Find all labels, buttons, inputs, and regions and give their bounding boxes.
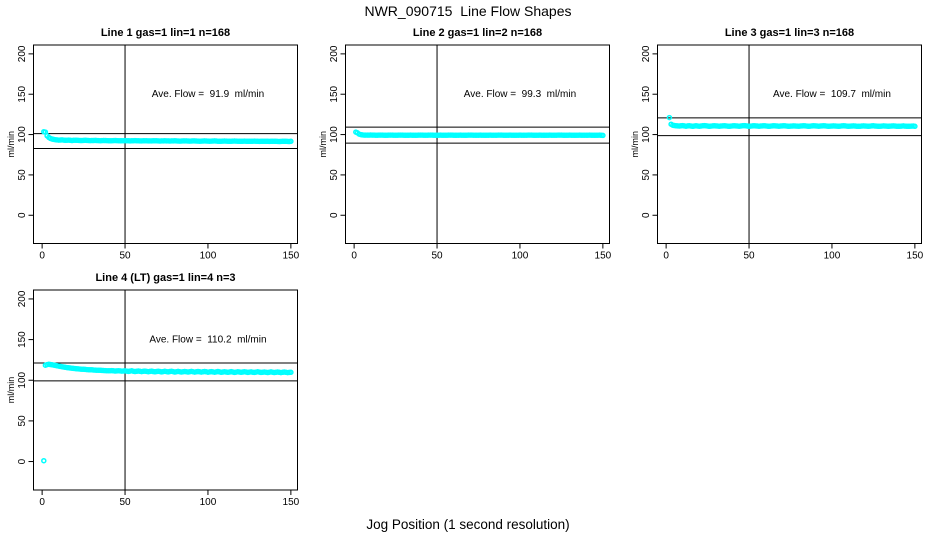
x-tick-label: 150 [907, 251, 924, 262]
panel-title: Line 3 gas=1 lin=3 n=168 [725, 27, 854, 39]
y-axis-unit-label: ml/min [318, 131, 328, 158]
panel-title: Line 2 gas=1 lin=2 n=168 [413, 27, 542, 39]
y-axis-unit-label: ml/min [6, 377, 16, 404]
x-tick-label: 100 [200, 497, 217, 508]
data-point [41, 457, 47, 464]
x-tick-label: 100 [200, 251, 217, 262]
y-tick-label: 200 [641, 45, 652, 62]
x-tick-label: 0 [39, 497, 45, 508]
panel-3: 0 50 100 150 200 0 50 100 150 Line 3 gas=1 lin=3 … [630, 27, 924, 262]
data-point [600, 132, 606, 139]
average-flow-annotation: Ave. Flow = 99.3 ml/min [464, 89, 576, 100]
panel-title: Line 4 (LT) gas=1 lin=4 n=3 [95, 272, 235, 284]
x-tick-label: 50 [119, 497, 131, 508]
average-flow-annotation: Ave. Flow = 109.7 ml/min [773, 89, 891, 100]
y-tick-label: 100 [329, 126, 340, 143]
y-tick-label: 200 [17, 45, 28, 62]
average-flow-annotation: Ave. Flow = 110.2 ml/min [149, 335, 266, 346]
x-tick-label: 0 [351, 251, 357, 262]
plot-box [345, 44, 610, 244]
data-point [288, 369, 294, 376]
y-axis-unit-label: ml/min [630, 131, 640, 158]
data-points [41, 128, 294, 145]
y-axis-unit-label: ml/min [6, 131, 16, 158]
y-tick-label: 50 [17, 415, 28, 427]
y-tick-label: 0 [641, 212, 652, 218]
plot-box [33, 289, 298, 491]
y-tick-label: 150 [17, 331, 28, 348]
data-points [41, 361, 294, 464]
average-flow-annotation: Ave. Flow = 91.9 ml/min [152, 89, 264, 100]
figure-title: NWR_090715 Line Flow Shapes [364, 3, 572, 19]
y-tick-label: 100 [641, 126, 652, 143]
data-points [353, 129, 606, 139]
y-tick-label: 0 [17, 458, 28, 464]
x-tick-label: 100 [824, 251, 841, 262]
x-tick-label: 50 [431, 251, 443, 262]
y-tick-label: 150 [17, 85, 28, 102]
x-tick-label: 0 [663, 251, 669, 262]
y-tick-label: 100 [17, 126, 28, 143]
panel-title: Line 1 gas=1 lin=1 n=168 [101, 27, 230, 39]
y-tick-label: 200 [329, 45, 340, 62]
y-tick-label: 200 [17, 290, 28, 307]
y-tick-label: 150 [329, 85, 340, 102]
plot-box [657, 44, 922, 244]
x-axis-title: Jog Position (1 second resolution) [366, 517, 570, 532]
y-tick-label: 50 [641, 169, 652, 181]
data-point [666, 114, 673, 121]
y-tick-label: 0 [329, 212, 340, 218]
y-tick-label: 100 [17, 371, 28, 388]
panel-4: 0 50 100 150 200 0 50 100 150 Line 4 (LT) gas=1 l… [6, 272, 300, 508]
y-tick-label: 50 [329, 169, 340, 181]
data-points [666, 114, 918, 130]
y-tick-label: 50 [17, 169, 28, 181]
x-tick-label: 50 [743, 251, 755, 262]
x-tick-label: 50 [119, 251, 131, 262]
x-tick-label: 150 [283, 497, 300, 508]
panel-1: 0 50 100 150 200 0 50 100 150 Line 1 gas=1 lin=1 … [6, 27, 300, 262]
y-tick-label: 0 [17, 212, 28, 218]
data-point [288, 138, 294, 145]
x-tick-label: 150 [283, 251, 300, 262]
panel-2: 0 50 100 150 200 0 50 100 150 Line 2 gas=1 lin=2 … [318, 27, 612, 262]
data-point [912, 123, 918, 130]
x-tick-label: 150 [595, 251, 612, 262]
x-tick-label: 0 [39, 251, 45, 262]
plot-box [33, 44, 298, 244]
y-tick-label: 150 [641, 85, 652, 102]
x-tick-label: 100 [512, 251, 529, 262]
